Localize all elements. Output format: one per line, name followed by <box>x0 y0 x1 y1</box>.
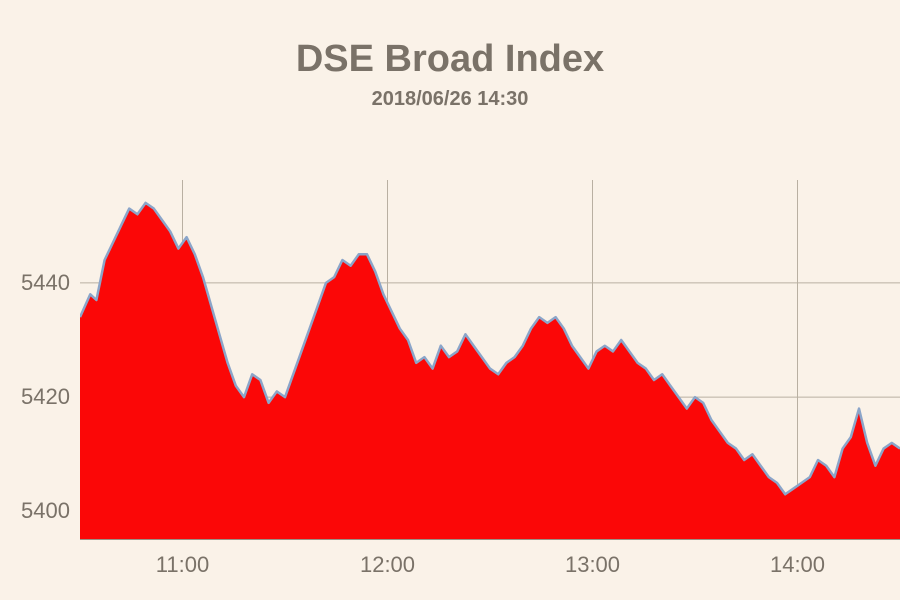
plot-area <box>80 180 900 540</box>
chart-title: DSE Broad Index <box>0 38 900 81</box>
chart-svg <box>80 180 900 540</box>
chart-container: DSE Broad Index 2018/06/26 14:30 5400 542… <box>0 0 900 600</box>
y-axis-label: 5440 <box>10 270 70 296</box>
y-axis-label: 5420 <box>10 384 70 410</box>
x-axis-label: 12:00 <box>360 552 415 578</box>
x-axis-label: 11:00 <box>156 552 209 578</box>
chart-subtitle: 2018/06/26 14:30 <box>0 88 900 111</box>
y-axis-label: 5400 <box>10 498 70 524</box>
x-axis-label: 13:00 <box>565 552 620 578</box>
x-axis-label: 14:00 <box>770 552 825 578</box>
